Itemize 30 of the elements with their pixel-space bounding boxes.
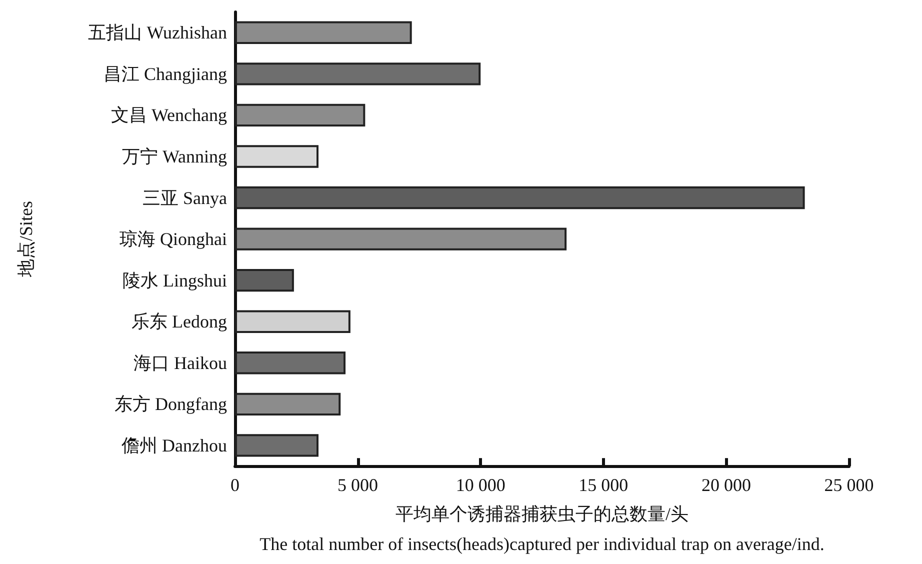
- y-tick-label: 昌江 Changjiang: [104, 64, 227, 84]
- bar: [235, 228, 567, 250]
- bar: [235, 62, 481, 86]
- x-tick-label: 10 000: [456, 475, 506, 496]
- bar: [235, 268, 294, 292]
- bar: [235, 352, 346, 374]
- y-tick-label: 乐东 Ledong: [132, 312, 227, 332]
- y-tick-label: 儋州 Danzhou: [122, 435, 227, 456]
- bar: [235, 104, 366, 127]
- bar: [235, 145, 319, 168]
- y-tick-label: 东方 Dongfang: [114, 394, 227, 414]
- x-tick-label: 5 000: [338, 475, 378, 496]
- y-tick-label: 文昌 Wenchang: [110, 105, 227, 126]
- y-tick-label: 三亚 Sanya: [142, 188, 227, 208]
- bar: [235, 434, 319, 457]
- bar: [235, 310, 350, 333]
- bar: [235, 21, 412, 44]
- bar: [235, 392, 341, 416]
- y-tick-label: 海口 Haikou: [134, 352, 227, 373]
- bar: [235, 186, 805, 210]
- y-tick-label: 万宁 Wanning: [122, 146, 227, 166]
- x-tick-label: 25 000: [824, 475, 874, 496]
- x-tick-label: 15 000: [578, 475, 628, 496]
- y-axis-title: 地点/Sites: [16, 201, 36, 278]
- x-tick-label: 20 000: [701, 475, 751, 496]
- x-tick-label: 0: [230, 475, 240, 496]
- x-axis-title: 平均单个诱捕器捕获虫子的总数量/头 The total number of insects(heads)captured per individual trap on average/ind.: [260, 504, 824, 554]
- y-tick-label: 五指山 Wuzhishan: [88, 22, 227, 43]
- y-tick-label: 琼海 Qionghai: [120, 229, 227, 250]
- y-tick-label: 陵水 Lingshui: [122, 270, 227, 290]
